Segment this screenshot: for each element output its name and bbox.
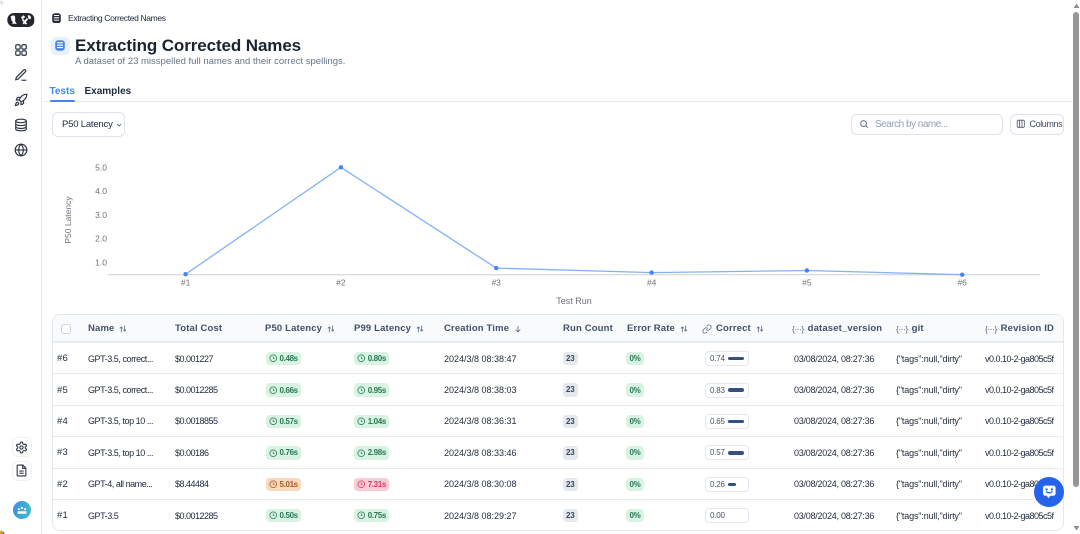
svg-text:#6: #6 (957, 278, 967, 288)
svg-text:#4: #4 (647, 278, 657, 288)
svg-text:3.0: 3.0 (95, 210, 107, 220)
svg-text:Test Run: Test Run (556, 296, 592, 306)
svg-text:2.0: 2.0 (95, 234, 107, 244)
svg-text:P50 Latency: P50 Latency (63, 196, 73, 244)
svg-text:#5: #5 (802, 278, 812, 288)
svg-text:#3: #3 (491, 278, 501, 288)
svg-text:5.0: 5.0 (95, 163, 107, 173)
svg-text:1.0: 1.0 (95, 257, 107, 267)
svg-text:#2: #2 (336, 278, 346, 288)
svg-text:4.0: 4.0 (95, 186, 107, 196)
svg-text:#1: #1 (181, 278, 191, 288)
